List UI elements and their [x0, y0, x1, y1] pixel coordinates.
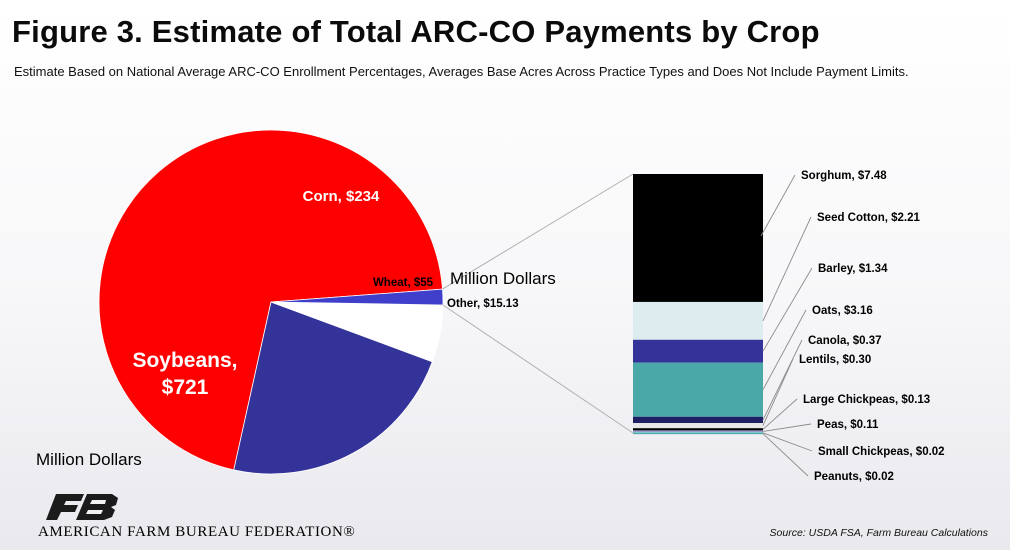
bar-label-lentils: Lentils, $0.30: [799, 354, 871, 366]
bar-leader-oats: [762, 309, 807, 390]
bar-leader-barley: [762, 267, 813, 352]
bar-leader-large-chickpeas: [762, 398, 798, 430]
bar-label-large-chickpeas: Large Chickpeas, $0.13: [803, 394, 930, 406]
zoom-connector-lines: [442, 173, 634, 434]
bar-leader-small-chickpeas: [762, 432, 813, 452]
organization-name: AMERICAN FARM BUREAU FEDERATION®: [38, 524, 356, 540]
bar-leader-sorghum: [760, 174, 796, 237]
units-label-bottom: Million Dollars: [36, 450, 142, 469]
bar-segment-large-chickpeas: [633, 428, 763, 431]
bar-label-barley: Barley, $1.34: [818, 263, 888, 275]
stacked-bar-chart: [633, 174, 763, 435]
chart-subtitle: Estimate Based on National Average ARC-C…: [14, 64, 909, 79]
bar-leader-canola: [762, 339, 803, 421]
bar-leader-seed-cotton: [762, 216, 812, 322]
bar-segment-sorghum: [633, 174, 763, 302]
pie-chart: Soybeans, $721 Corn, $234 Wheat, $55 Other, …: [98, 129, 519, 475]
bar-labels: Sorghum, $7.48 Seed Cotton, $2.21 Barley, …: [760, 170, 945, 483]
bar-leader-peanuts: [762, 433, 809, 477]
pie-slice-corn: [233, 301, 433, 475]
bar-label-seed-cotton: Seed Cotton, $2.21: [817, 212, 920, 224]
bar-label-peas: Peas, $0.11: [817, 419, 879, 431]
connector-line-bottom: [442, 304, 634, 434]
bar-label-peanuts: Peanuts, $0.02: [814, 471, 894, 483]
units-label-middle: Million Dollars: [450, 269, 556, 288]
bar-segment-small-chickpeas: [633, 432, 763, 434]
bar-label-oats: Oats, $3.16: [812, 305, 873, 317]
connector-line-top: [442, 173, 634, 290]
bar-segment-oats: [633, 362, 763, 417]
source-note: Source: USDA FSA, Farm Bureau Calculatio…: [769, 527, 988, 539]
pie-slice-soybeans: [98, 129, 443, 471]
bar-leader-peas: [762, 423, 812, 432]
bar-segment-canola: [633, 416, 763, 424]
bar-leader-lentils: [762, 358, 794, 426]
pie-label-corn: Corn, $234: [303, 188, 380, 205]
fb-logo: [46, 494, 118, 520]
bar-segment-barley: [633, 339, 763, 363]
bar-segment-peas: [633, 430, 763, 433]
pie-label-wheat: Wheat, $55: [373, 277, 434, 289]
pie-label-other: Other, $15.13: [447, 298, 519, 310]
bar-segment-lentils: [633, 423, 763, 429]
bar-label-small-chickpeas: Small Chickpeas, $0.02: [818, 446, 945, 458]
bar-segment-peanuts: [633, 433, 763, 435]
bar-label-sorghum: Sorghum, $7.48: [801, 170, 887, 182]
chart-title: Figure 3. Estimate of Total ARC-CO Payme…: [12, 14, 820, 49]
bar-segment-seed-cotton: [633, 301, 763, 340]
bar-label-canola: Canola, $0.37: [808, 335, 882, 347]
pie-label-soybeans: Soybeans, $721: [132, 349, 237, 399]
